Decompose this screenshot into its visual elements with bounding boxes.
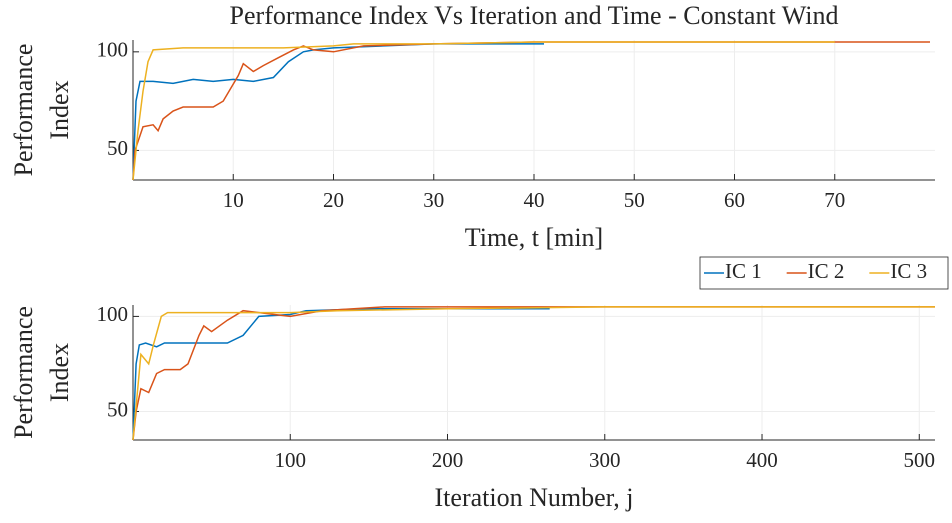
legend-label: IC 3: [890, 259, 927, 283]
y-axis-label: Performance: [9, 44, 38, 177]
x-tick-label: 400: [746, 448, 778, 472]
x-tick-label: 40: [524, 188, 545, 212]
y-tick-label: 100: [97, 38, 129, 62]
chart-title: Performance Index Vs Iteration and Time …: [230, 1, 839, 30]
x-tick-label: 30: [423, 188, 444, 212]
x-tick-label: 70: [824, 188, 845, 212]
x-axis-label: Iteration Number, j: [435, 483, 634, 512]
x-tick-label: 60: [724, 188, 745, 212]
x-tick-label: 200: [432, 448, 464, 472]
x-tick-label: 10: [223, 188, 244, 212]
x-tick-label: 20: [323, 188, 344, 212]
y-tick-label: 50: [107, 136, 128, 160]
x-tick-label: 100: [275, 448, 307, 472]
data-line: [132, 306, 935, 441]
data-line: [132, 306, 935, 441]
x-tick-label: 50: [624, 188, 645, 212]
data-line: [132, 43, 544, 181]
x-tick-label: 500: [904, 448, 936, 472]
x-tick-label: 300: [589, 448, 621, 472]
legend-label: IC 1: [725, 259, 762, 283]
legend-box: [699, 256, 949, 290]
legend-label: IC 2: [808, 259, 845, 283]
data-line: [132, 41, 930, 181]
data-line: [132, 308, 550, 441]
y-axis-label: Index: [45, 80, 74, 139]
data-line: [132, 41, 835, 181]
y-tick-label: 100: [97, 302, 129, 326]
y-axis-label: Index: [45, 343, 74, 402]
x-axis-label: Time, t [min]: [465, 223, 603, 252]
y-tick-label: 50: [107, 397, 128, 421]
y-axis-label: Performance: [9, 306, 38, 439]
